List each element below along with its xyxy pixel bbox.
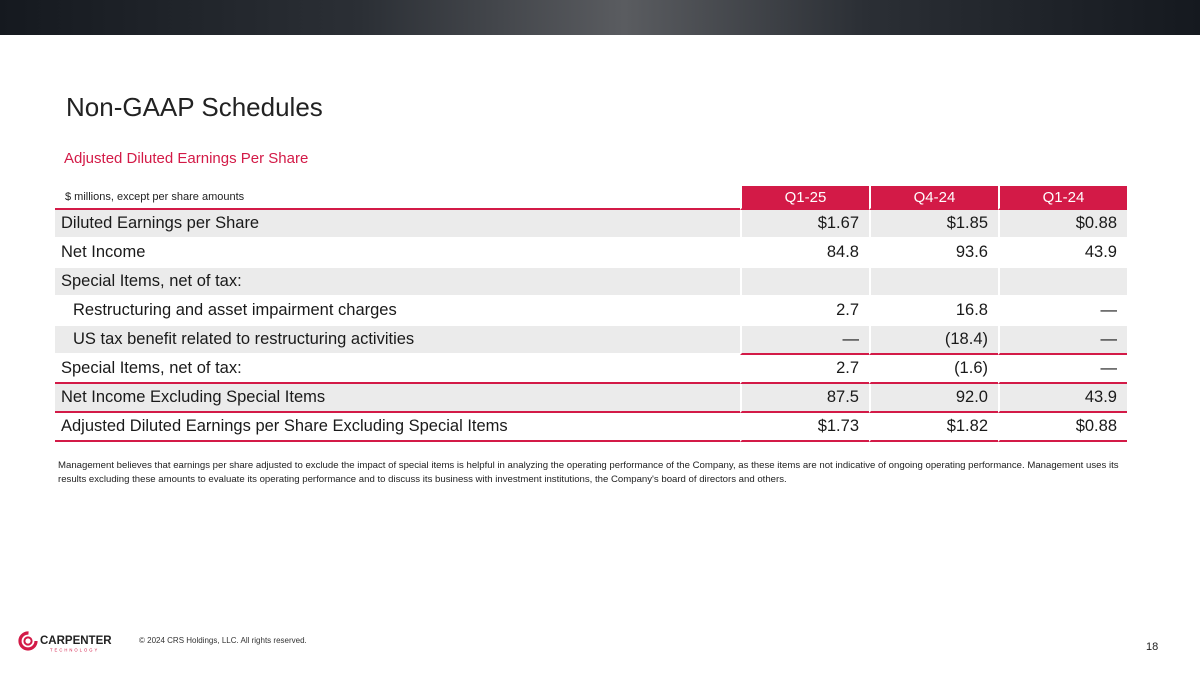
row-label: Adjusted Diluted Earnings per Share Excl…: [55, 413, 740, 442]
cell-value: $1.73: [740, 413, 869, 442]
table-row: Special Items, net of tax:: [55, 268, 1127, 297]
row-label: Diluted Earnings per Share: [55, 210, 740, 239]
row-label: US tax benefit related to restructuring …: [55, 326, 740, 355]
logo-mark-icon: [18, 631, 38, 651]
cell-value: 43.9: [998, 384, 1127, 413]
table-row: Net Income Excluding Special Items 87.5 …: [55, 384, 1127, 413]
cell-value: $1.82: [869, 413, 998, 442]
cell-value: $0.88: [998, 210, 1127, 239]
cell-value: 84.8: [740, 239, 869, 268]
eps-table: $ millions, except per share amounts Q1-…: [55, 186, 1127, 442]
cell-value: [998, 268, 1127, 297]
column-header: Q1-25: [740, 186, 869, 210]
units-label: $ millions, except per share amounts: [55, 186, 740, 210]
copyright-text: © 2024 CRS Holdings, LLC. All rights res…: [139, 636, 307, 645]
cell-value: [740, 268, 869, 297]
carpenter-logo: CARPENTER TECHNOLOGY: [18, 631, 112, 653]
row-label: Net Income Excluding Special Items: [55, 384, 740, 413]
table-header-row: $ millions, except per share amounts Q1-…: [55, 186, 1127, 210]
column-header: Q1-24: [998, 186, 1127, 210]
cell-value: [869, 268, 998, 297]
cell-value: 16.8: [869, 297, 998, 326]
row-label: Restructuring and asset impairment charg…: [55, 297, 740, 326]
table-row: US tax benefit related to restructuring …: [55, 326, 1127, 355]
section-subtitle: Adjusted Diluted Earnings Per Share: [64, 150, 309, 167]
cell-value: 43.9: [998, 239, 1127, 268]
page-title: Non-GAAP Schedules: [66, 92, 323, 122]
cell-value: 87.5: [740, 384, 869, 413]
column-header: Q4-24: [869, 186, 998, 210]
cell-value: (1.6): [869, 355, 998, 384]
top-banner: [0, 0, 1200, 35]
table-row: Diluted Earnings per Share $1.67 $1.85 $…: [55, 210, 1127, 239]
row-label: Special Items, net of tax:: [55, 268, 740, 297]
cell-value: $0.88: [998, 413, 1127, 442]
row-label: Special Items, net of tax:: [55, 355, 740, 384]
logo-wordmark: CARPENTER: [40, 635, 112, 647]
table-row: Special Items, net of tax: 2.7 (1.6) —: [55, 355, 1127, 384]
cell-value: $1.85: [869, 210, 998, 239]
cell-value: 2.7: [740, 297, 869, 326]
page-number: 18: [1146, 641, 1159, 653]
cell-value: —: [998, 326, 1127, 355]
row-label: Net Income: [55, 239, 740, 268]
logo-subtext: TECHNOLOGY: [50, 648, 99, 653]
cell-value: 93.6: [869, 239, 998, 268]
table-row: Restructuring and asset impairment charg…: [55, 297, 1127, 326]
cell-value: —: [998, 355, 1127, 384]
cell-value: 92.0: [869, 384, 998, 413]
table-row: Net Income 84.8 93.6 43.9: [55, 239, 1127, 268]
cell-value: 2.7: [740, 355, 869, 384]
cell-value: $1.67: [740, 210, 869, 239]
table-row: Adjusted Diluted Earnings per Share Excl…: [55, 413, 1127, 442]
cell-value: —: [740, 326, 869, 355]
cell-value: —: [998, 297, 1127, 326]
footnote: Management believes that earnings per sh…: [58, 460, 1119, 485]
cell-value: (18.4): [869, 326, 998, 355]
